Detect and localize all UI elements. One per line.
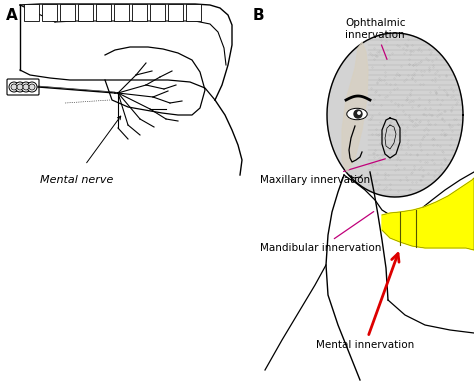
Text: Mental innervation: Mental innervation xyxy=(316,254,414,350)
Circle shape xyxy=(21,82,31,92)
Text: B: B xyxy=(253,8,264,23)
Circle shape xyxy=(358,112,360,114)
Polygon shape xyxy=(382,178,474,250)
Bar xyxy=(78,4,93,21)
Circle shape xyxy=(23,84,29,90)
FancyBboxPatch shape xyxy=(7,79,39,95)
Ellipse shape xyxy=(348,109,366,119)
Bar xyxy=(186,4,201,21)
Polygon shape xyxy=(342,42,368,172)
Circle shape xyxy=(9,82,19,92)
Bar xyxy=(24,4,39,21)
Circle shape xyxy=(27,82,37,92)
Circle shape xyxy=(15,82,25,92)
Text: Mental nerve: Mental nerve xyxy=(40,175,113,185)
Circle shape xyxy=(11,84,17,90)
Bar xyxy=(96,4,111,21)
Text: Mandibular innervation: Mandibular innervation xyxy=(260,212,382,253)
Ellipse shape xyxy=(347,109,367,119)
Bar xyxy=(114,4,129,21)
Bar xyxy=(150,4,165,21)
Text: A: A xyxy=(6,8,18,23)
Circle shape xyxy=(354,110,362,118)
Bar xyxy=(60,4,75,21)
Text: Ophthalmic
innervation: Ophthalmic innervation xyxy=(345,18,405,60)
Circle shape xyxy=(29,84,35,90)
Text: Maxillary innervation: Maxillary innervation xyxy=(260,159,385,185)
Bar xyxy=(168,4,183,21)
Polygon shape xyxy=(327,33,463,197)
Bar xyxy=(132,4,147,21)
Bar xyxy=(42,4,57,21)
Circle shape xyxy=(17,84,23,90)
